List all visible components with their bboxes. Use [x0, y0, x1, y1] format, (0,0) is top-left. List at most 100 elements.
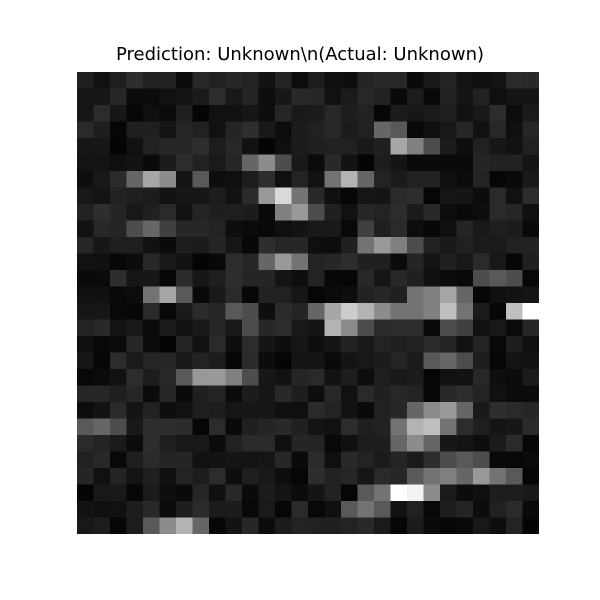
pixel-cell: [357, 484, 375, 502]
pixel-cell: [225, 88, 243, 106]
pixel-cell: [390, 121, 408, 139]
pixel-cell: [308, 138, 325, 155]
pixel-cell: [242, 468, 259, 485]
pixel-cell: [93, 171, 111, 188]
pixel-cell: [473, 402, 490, 419]
pixel-cell: [489, 138, 507, 155]
pixel-cell: [374, 253, 391, 271]
pixel-cell: [192, 468, 210, 485]
pixel-cell: [341, 501, 358, 518]
pixel-cell: [93, 336, 111, 353]
pixel-cell: [77, 352, 94, 370]
pixel-cell: [225, 484, 243, 502]
pixel-cell: [456, 402, 474, 419]
pixel-cell: [341, 187, 358, 205]
pixel-cell: [324, 220, 342, 238]
pixel-cell: [489, 303, 507, 320]
pixel-cell: [291, 138, 309, 155]
pixel-cell: [176, 402, 193, 419]
pixel-cell: [225, 237, 243, 254]
pixel-cell: [176, 220, 193, 238]
pixel-cell: [324, 435, 342, 452]
pixel-cell: [209, 220, 226, 238]
pixel-cell: [456, 105, 474, 122]
pixel-cell: [506, 369, 523, 386]
pixel-cell: [357, 468, 375, 485]
pixel-cell: [258, 402, 276, 419]
pixel-cell: [506, 253, 523, 271]
pixel-cell: [291, 154, 309, 172]
pixel-cell: [440, 138, 457, 155]
pixel-cell: [209, 484, 226, 502]
pixel-cell: [77, 187, 94, 205]
pixel-cell: [143, 171, 160, 188]
pixel-cell: [242, 237, 259, 254]
pixel-cell: [341, 369, 358, 386]
pixel-cell: [225, 303, 243, 320]
pixel-cell: [143, 286, 160, 304]
pixel-cell: [489, 369, 507, 386]
pixel-cell: [275, 352, 292, 370]
pixel-cell: [407, 319, 424, 337]
pixel-cell: [440, 270, 457, 287]
pixel-cell: [440, 253, 457, 271]
pixel-cell: [522, 138, 539, 155]
pixel-cell: [126, 121, 144, 139]
pixel-cell: [176, 121, 193, 139]
pixel-cell: [456, 435, 474, 452]
pixel-cell: [308, 352, 325, 370]
pixel-cell: [242, 72, 259, 89]
pixel-cell: [258, 336, 276, 353]
pixel-cell: [159, 451, 177, 469]
pixel-cell: [143, 369, 160, 386]
pixel-cell: [126, 385, 144, 403]
pixel-cell: [258, 286, 276, 304]
pixel-cell: [77, 319, 94, 337]
pixel-cell: [423, 220, 441, 238]
pixel-cell: [110, 352, 127, 370]
pixel-cell: [126, 303, 144, 320]
pixel-cell: [374, 319, 391, 337]
pixel-cell: [110, 303, 127, 320]
pixel-cell: [275, 171, 292, 188]
pixel-cell: [143, 451, 160, 469]
pixel-cell: [324, 319, 342, 337]
pixel-cell: [489, 88, 507, 106]
pixel-cell: [143, 303, 160, 320]
pixel-cell: [506, 72, 523, 89]
pixel-cell: [423, 336, 441, 353]
pixel-cell: [176, 154, 193, 172]
pixel-cell: [242, 105, 259, 122]
pixel-cell: [225, 138, 243, 155]
pixel-cell: [93, 303, 111, 320]
pixel-cell: [308, 435, 325, 452]
pixel-cell: [506, 336, 523, 353]
pixel-cell: [407, 105, 424, 122]
pixel-cell: [407, 484, 424, 502]
pixel-cell: [93, 451, 111, 469]
pixel-cell: [423, 171, 441, 188]
pixel-cell: [341, 253, 358, 271]
pixel-cell: [473, 303, 490, 320]
pixel-cell: [143, 154, 160, 172]
pixel-cell: [308, 385, 325, 403]
pixel-cell: [357, 105, 375, 122]
pixel-cell: [489, 187, 507, 205]
pixel-cell: [209, 435, 226, 452]
pixel-cell: [308, 154, 325, 172]
pixel-cell: [390, 171, 408, 188]
pixel-cell: [390, 138, 408, 155]
pixel-cell: [489, 468, 507, 485]
pixel-cell: [93, 72, 111, 89]
pixel-cell: [258, 484, 276, 502]
pixel-cell: [77, 435, 94, 452]
pixel-cell: [506, 270, 523, 287]
pixel-cell: [143, 121, 160, 139]
pixel-cell: [506, 286, 523, 304]
pixel-cell: [159, 187, 177, 205]
pixel-cell: [93, 385, 111, 403]
pixel-cell: [357, 204, 375, 221]
pixel-cell: [209, 336, 226, 353]
pixel-cell: [192, 138, 210, 155]
pixel-cell: [456, 501, 474, 518]
